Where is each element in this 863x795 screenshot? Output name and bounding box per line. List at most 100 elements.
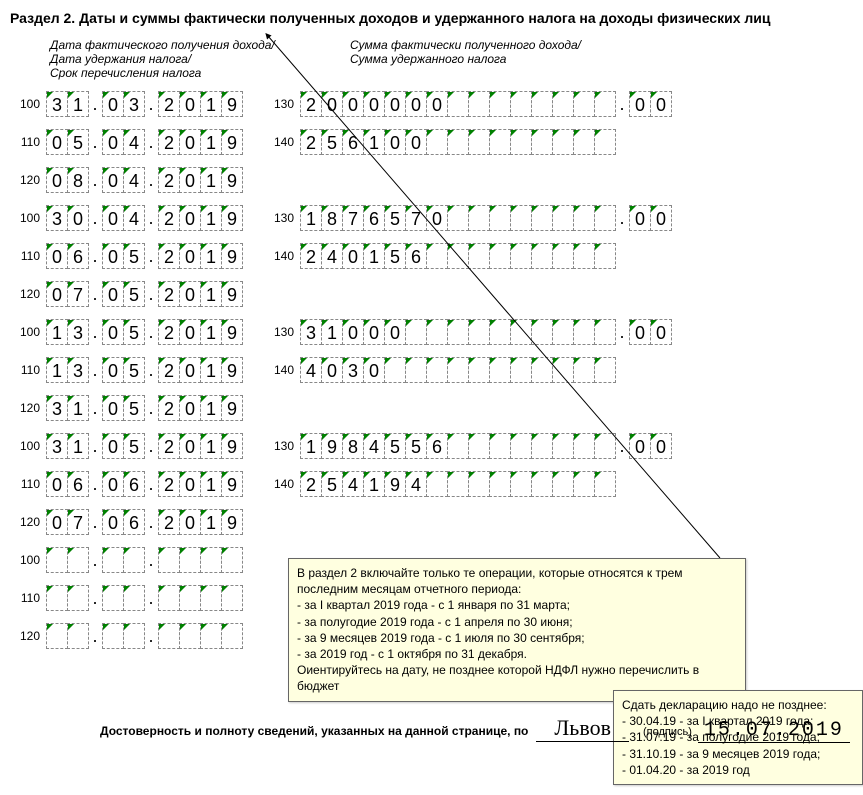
cell: 1 <box>200 357 222 383</box>
cell: 0 <box>179 395 201 421</box>
cell <box>552 243 574 269</box>
cell <box>426 357 448 383</box>
cell: 1 <box>200 433 222 459</box>
cell: 3 <box>46 433 68 459</box>
cell: 0 <box>102 471 124 497</box>
cell: 4 <box>123 205 145 231</box>
cell <box>123 623 145 649</box>
cell <box>447 205 469 231</box>
cell: 8 <box>342 433 364 459</box>
cell: 0 <box>46 129 68 155</box>
cell: 0 <box>179 129 201 155</box>
amount-group: 1876570.00 <box>300 205 671 231</box>
cell <box>489 471 511 497</box>
cell: 2 <box>300 129 322 155</box>
sep-dot: . <box>615 205 629 231</box>
cell: 0 <box>363 357 385 383</box>
cell: 4 <box>405 471 427 497</box>
cell <box>531 205 553 231</box>
cell: 1 <box>300 433 322 459</box>
cell: 2 <box>158 129 180 155</box>
cell <box>447 91 469 117</box>
cell: 9 <box>221 281 243 307</box>
cell <box>158 623 180 649</box>
cell: 1 <box>200 205 222 231</box>
cell <box>405 357 427 383</box>
code-100: 100 <box>10 553 40 567</box>
cell: 7 <box>67 281 89 307</box>
cell: 0 <box>102 205 124 231</box>
cell: 0 <box>102 91 124 117</box>
sep-dot: . <box>144 129 158 155</box>
cell: 2 <box>158 167 180 193</box>
cell <box>594 205 616 231</box>
cell: 6 <box>363 205 385 231</box>
cell <box>102 585 124 611</box>
cell: 0 <box>102 167 124 193</box>
sep-dot: . <box>88 91 102 117</box>
signature-date: 15.07.2019 <box>698 719 850 743</box>
sep-dot: . <box>144 243 158 269</box>
sep-dot: . <box>144 395 158 421</box>
cell <box>531 471 553 497</box>
sep-dot: . <box>144 509 158 535</box>
cell: 4 <box>123 167 145 193</box>
sep-dot: . <box>88 547 102 573</box>
date-group: 07.05.2019 <box>46 281 242 307</box>
cell <box>102 547 124 573</box>
cell <box>552 433 574 459</box>
cell: 6 <box>67 243 89 269</box>
cell <box>573 471 595 497</box>
cell: 4 <box>363 433 385 459</box>
cell: 5 <box>384 243 406 269</box>
sep-dot: . <box>144 281 158 307</box>
cell <box>552 129 574 155</box>
cell: 0 <box>102 129 124 155</box>
cell: 1 <box>200 167 222 193</box>
date-group: 31.05.2019 <box>46 433 242 459</box>
cell <box>447 129 469 155</box>
cell: 1 <box>363 243 385 269</box>
cell: 1 <box>46 357 68 383</box>
code-120: 120 <box>10 629 40 643</box>
cell: 1 <box>200 319 222 345</box>
cell: 9 <box>221 205 243 231</box>
cell: 4 <box>123 129 145 155</box>
cell: 1 <box>200 471 222 497</box>
cell: 2 <box>158 205 180 231</box>
cell: 9 <box>221 319 243 345</box>
date-group: 06.05.2019 <box>46 243 242 269</box>
date-group: 07.06.2019 <box>46 509 242 535</box>
cell <box>510 129 532 155</box>
sep-dot: . <box>88 433 102 459</box>
sep-dot: . <box>615 91 629 117</box>
cell <box>489 205 511 231</box>
cell <box>510 205 532 231</box>
cell: 0 <box>342 91 364 117</box>
sep-dot: . <box>144 357 158 383</box>
cell: 9 <box>221 91 243 117</box>
cell <box>200 623 222 649</box>
cell <box>510 433 532 459</box>
cell <box>468 319 490 345</box>
sep-dot: . <box>144 471 158 497</box>
row-100: 10031.05.20191301984556.00 <box>10 432 863 460</box>
cell: 0 <box>102 357 124 383</box>
cell <box>573 91 595 117</box>
code-100: 100 <box>10 97 40 111</box>
cell <box>594 357 616 383</box>
cell: 1 <box>200 91 222 117</box>
sep-dot: . <box>88 585 102 611</box>
cell: 0 <box>46 509 68 535</box>
cell <box>531 357 553 383</box>
row-120: 12007.06.2019 <box>10 508 863 536</box>
cell: 9 <box>221 433 243 459</box>
cell <box>221 547 243 573</box>
date-group: .. <box>46 585 242 611</box>
cell: 3 <box>123 91 145 117</box>
cell: 7 <box>67 509 89 535</box>
cell <box>102 623 124 649</box>
code-110: 110 <box>10 249 40 263</box>
sep-dot: . <box>88 471 102 497</box>
cell <box>510 243 532 269</box>
